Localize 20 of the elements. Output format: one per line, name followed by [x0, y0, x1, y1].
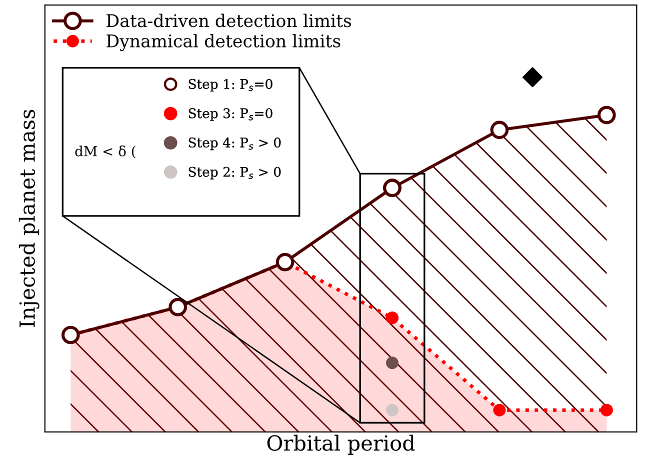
point	[597, 106, 616, 124]
annotation: dM < δ (	[75, 146, 136, 158]
legend-label: Step 4: P$_{s}$ > 0	[188, 138, 281, 150]
legend-label: Step 2: P$_{s}$ > 0	[188, 166, 281, 180]
point	[493, 404, 506, 416]
point	[383, 178, 402, 198]
point	[386, 312, 399, 324]
legend-label: Data-driven detection limits	[106, 14, 352, 28]
legend-label: Dynamical detection limits	[106, 34, 340, 52]
point	[490, 120, 509, 140]
point	[168, 298, 188, 316]
point	[386, 404, 399, 416]
point	[386, 356, 399, 370]
legend-label: Step 3: P$_{s}$=0	[188, 108, 272, 121]
point	[276, 252, 294, 272]
y-axis-title: Injected planet mass	[18, 110, 40, 328]
legend-label: Step 1: P$_{s}$=0	[188, 78, 272, 92]
point	[61, 326, 80, 344]
point	[600, 404, 613, 416]
x-axis-title: Orbital period	[267, 434, 415, 455]
